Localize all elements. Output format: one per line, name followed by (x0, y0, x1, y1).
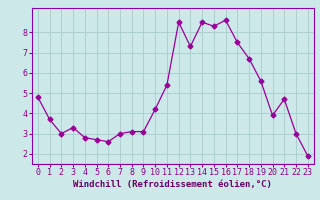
X-axis label: Windchill (Refroidissement éolien,°C): Windchill (Refroidissement éolien,°C) (73, 180, 272, 189)
